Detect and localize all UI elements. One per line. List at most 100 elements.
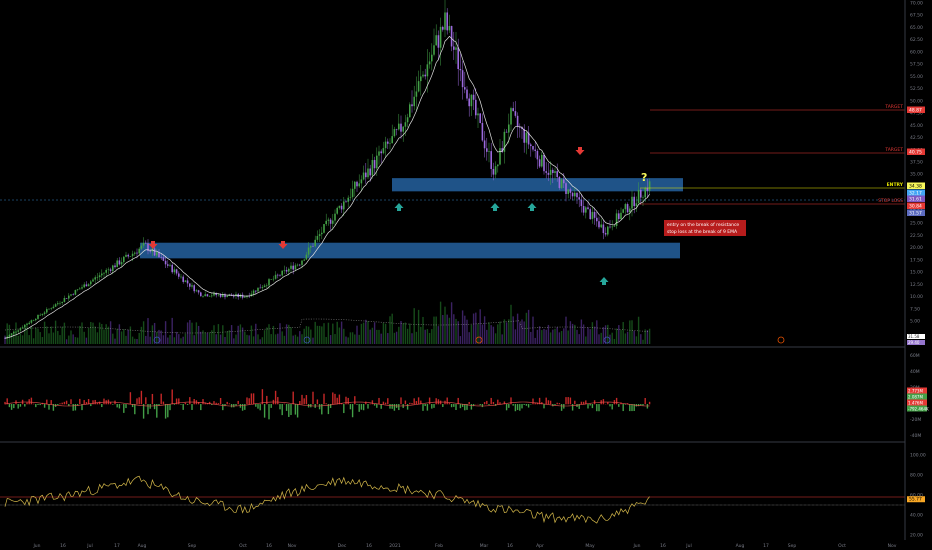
candle-body [596, 217, 598, 222]
candle-body [461, 70, 464, 88]
candle-body [646, 187, 649, 191]
volume-bar [521, 319, 523, 344]
candle-body [193, 285, 195, 292]
volume-bar [629, 320, 631, 344]
osc-bar [68, 404, 70, 407]
volume-bar [587, 327, 589, 344]
volume-bar [255, 323, 257, 344]
volume-bar [6, 323, 8, 344]
osc-bar [230, 404, 233, 408]
volume-bar [644, 329, 646, 344]
osc-bar [571, 404, 574, 411]
candle-body [389, 143, 391, 144]
candle-body [153, 248, 156, 256]
volume-bar [525, 312, 528, 344]
osc-bar [461, 404, 464, 407]
candle-body [402, 126, 404, 132]
osc-bar [439, 400, 442, 405]
candle-body [589, 209, 591, 220]
osc-bar [400, 397, 402, 405]
osc-bar [182, 404, 184, 410]
candle-body [191, 285, 193, 287]
candle-body [182, 276, 184, 282]
osc-bar [301, 394, 303, 405]
rsi-tick-label: 100.00 [910, 453, 926, 459]
candle-body [167, 264, 169, 266]
volume-bar [523, 321, 525, 344]
x-tick-label: Aug [736, 543, 745, 549]
candle-body [354, 181, 356, 189]
volume-bar [483, 316, 486, 344]
osc-bar [543, 404, 545, 409]
volume-bar [127, 329, 129, 344]
volume-bar [360, 323, 363, 344]
volume-bar [149, 336, 151, 344]
candle-body [578, 197, 580, 200]
candle-body [123, 256, 125, 263]
osc-bar [197, 402, 200, 405]
osc-bar [472, 404, 475, 407]
candle-body [468, 98, 470, 107]
osc-bar [151, 393, 154, 405]
volume-bar [574, 324, 576, 344]
volume-bar [206, 332, 209, 344]
osc-bar [384, 402, 387, 405]
osc-bar [109, 402, 112, 405]
volume-bar [497, 324, 499, 344]
volume-bar [376, 329, 378, 344]
volume-bar [167, 337, 169, 344]
osc-bar [362, 404, 365, 411]
price-tick-label: 15.00 [910, 270, 923, 276]
volume-bar [556, 327, 558, 344]
candle-body [327, 219, 330, 221]
volume-bar [239, 324, 242, 344]
osc-bar [525, 404, 528, 406]
down-arrow-icon [148, 241, 158, 249]
candle-body [50, 308, 52, 309]
osc-bar [316, 399, 319, 405]
candle-body [307, 247, 310, 255]
osc-bar [277, 397, 279, 405]
volume-bar [305, 326, 308, 344]
candle-body [224, 294, 226, 298]
osc-bar [479, 404, 481, 406]
candle-body [406, 117, 409, 123]
candle-body [615, 213, 618, 226]
candle-body [516, 115, 519, 127]
volume-bar [54, 320, 57, 344]
osc-bar [516, 404, 519, 411]
volume-bar [611, 332, 613, 344]
volume-bar [373, 322, 376, 344]
candle-body [263, 285, 266, 288]
osc-bar [35, 404, 37, 408]
osc-bar [189, 397, 191, 405]
candle-body [164, 260, 167, 265]
volume-bar [411, 333, 413, 344]
osc-bar [486, 400, 488, 405]
candle-body [541, 154, 543, 167]
volume-bar [435, 316, 437, 344]
volume-bar [640, 334, 642, 344]
x-tick-label: Jul [86, 543, 92, 549]
candle-body [576, 192, 578, 198]
candle-body [87, 284, 90, 287]
volume-bar [10, 334, 13, 344]
osc-bar [490, 397, 492, 405]
volume-bar [378, 329, 380, 344]
candle-body [466, 89, 468, 99]
osc-bar [52, 404, 55, 411]
osc-bar [50, 400, 52, 405]
candle-body [450, 26, 453, 47]
volume-bar [437, 326, 440, 344]
volume-bar [455, 318, 457, 344]
volume-bar [101, 323, 103, 344]
price-box-bg [907, 334, 925, 339]
price-tick-label: 65.00 [910, 25, 923, 31]
candle-body [431, 54, 433, 62]
volume-bar [261, 337, 264, 344]
volume-bar [200, 331, 202, 344]
osc-bar [215, 402, 217, 405]
candle-body [356, 181, 358, 187]
candle-body [160, 257, 162, 258]
